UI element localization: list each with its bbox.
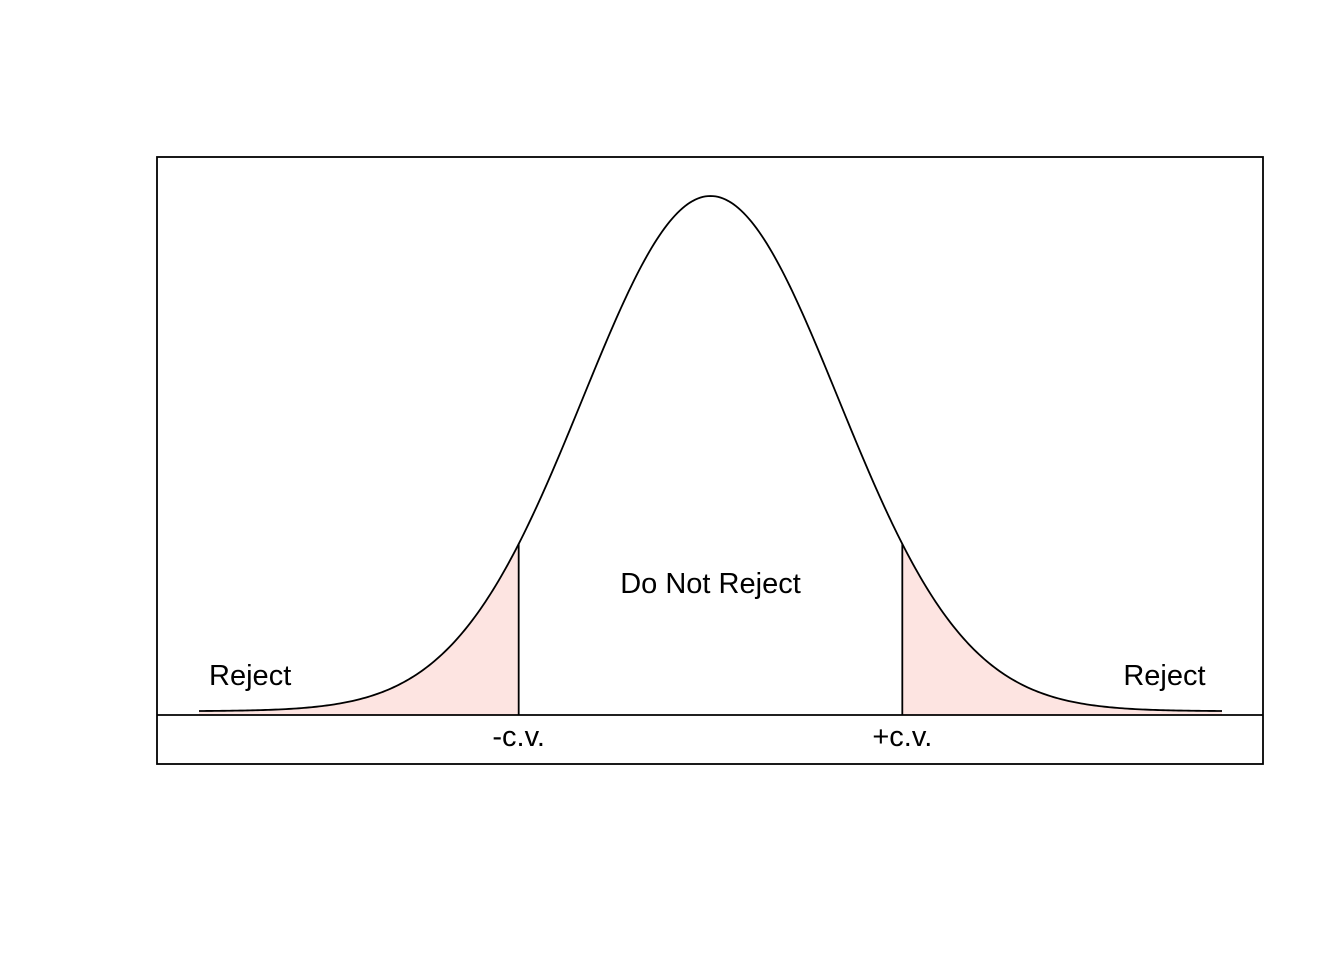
reject-region-right [902,543,1222,715]
tick-label-neg-cv: -c.v. [492,721,545,753]
reject-label-right: Reject [1123,660,1205,692]
plot-frame [156,156,1264,765]
reject-region-left [199,543,519,715]
reject-label-left: Reject [209,660,291,692]
normal-density-curve [198,195,1223,712]
tick-label-pos-cv: +c.v. [872,721,932,753]
do-not-reject-label: Do Not Reject [620,568,801,600]
